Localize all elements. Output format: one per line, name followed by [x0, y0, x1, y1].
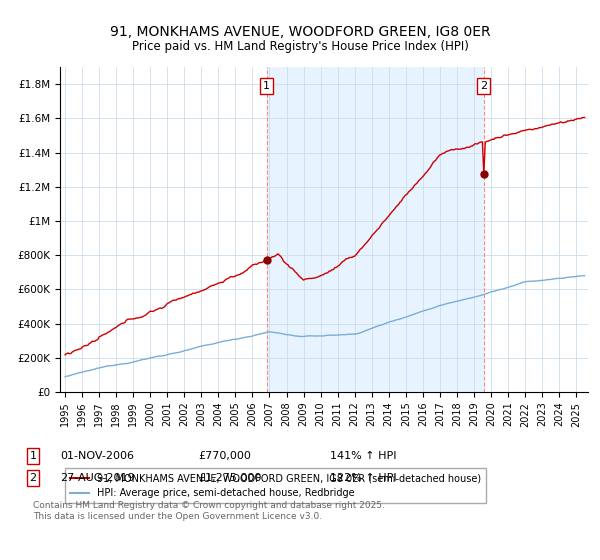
Text: Price paid vs. HM Land Registry's House Price Index (HPI): Price paid vs. HM Land Registry's House … — [131, 40, 469, 53]
Text: 01-NOV-2006: 01-NOV-2006 — [60, 451, 134, 461]
Text: 141% ↑ HPI: 141% ↑ HPI — [330, 451, 397, 461]
Text: 1: 1 — [29, 451, 37, 461]
Text: £770,000: £770,000 — [198, 451, 251, 461]
Text: 122% ↑ HPI: 122% ↑ HPI — [330, 473, 397, 483]
Text: 27-AUG-2019: 27-AUG-2019 — [60, 473, 134, 483]
Text: Contains HM Land Registry data © Crown copyright and database right 2025.
This d: Contains HM Land Registry data © Crown c… — [33, 501, 385, 521]
Text: 2: 2 — [29, 473, 37, 483]
Text: 1: 1 — [263, 81, 270, 91]
Legend: 91, MONKHAMS AVENUE, WOODFORD GREEN, IG8 0ER (semi-detached house), HPI: Average: 91, MONKHAMS AVENUE, WOODFORD GREEN, IG8… — [65, 468, 486, 503]
Text: 2: 2 — [480, 81, 487, 91]
Text: 91, MONKHAMS AVENUE, WOODFORD GREEN, IG8 0ER: 91, MONKHAMS AVENUE, WOODFORD GREEN, IG8… — [110, 25, 490, 39]
Bar — [266, 67, 484, 392]
Text: £1,275,000: £1,275,000 — [198, 473, 262, 483]
